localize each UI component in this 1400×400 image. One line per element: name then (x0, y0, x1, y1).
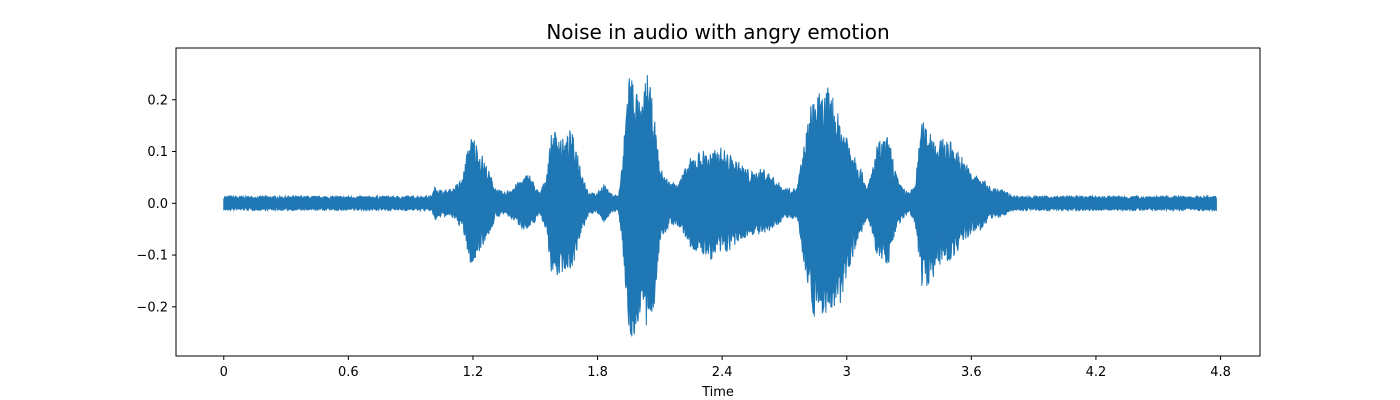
x-tick-label: 0.6 (338, 365, 359, 380)
plot-frame (175, 47, 1261, 357)
x-axis: 0 0.6 1.2 1.8 2.4 3 3.6 4.2 4.8 (220, 356, 1231, 380)
x-tick-label: 3.6 (961, 365, 982, 380)
y-tick-label: −0.2 (136, 300, 168, 315)
x-tick-label: 1.2 (463, 365, 484, 380)
y-tick-label: 0.0 (147, 197, 168, 212)
x-tick-label: 0 (220, 365, 228, 380)
y-tick-label: 0.2 (147, 93, 168, 108)
x-tick-label: 3 (843, 365, 851, 380)
x-axis-title: Time (701, 385, 734, 400)
waveform-series-0 (223, 75, 1217, 337)
x-tick-label: 1.8 (587, 365, 608, 380)
y-axis: −0.2 −0.1 0.0 0.1 0.2 (136, 93, 176, 315)
x-tick-label: 4.2 (1086, 365, 1107, 380)
plot-area (223, 75, 1217, 337)
y-tick-label: −0.1 (136, 249, 168, 264)
x-tick-label: 4.8 (1210, 365, 1231, 380)
y-tick-label: 0.1 (147, 145, 168, 160)
chart-title: Noise in audio with angry emotion (546, 20, 889, 44)
x-tick-label: 2.4 (712, 365, 733, 380)
